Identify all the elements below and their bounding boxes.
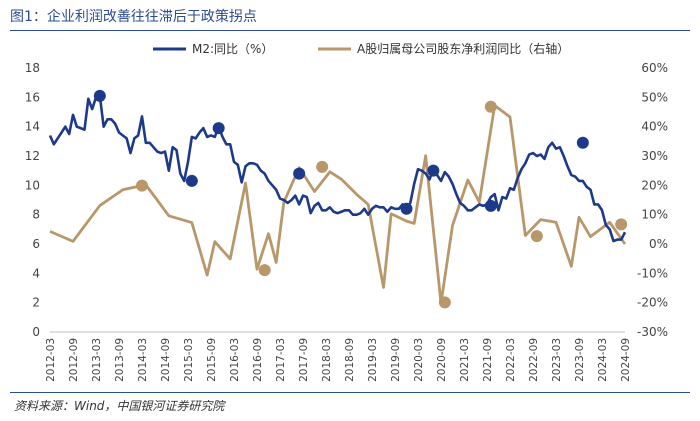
x-axis-tick-label: 2019-03 [367,338,379,382]
marker-point-m2 [400,202,413,215]
right-axis-tick-label: 20% [641,178,668,192]
left-axis-tick-label: 4 [32,266,40,280]
marker-point-m2 [484,199,497,212]
right-axis-tick-label: 30% [641,149,668,163]
marker-point-m2 [427,164,440,177]
marker-point-profit [530,230,543,243]
right-axis-tick-label: 10% [641,208,668,222]
chart-title: 图1：企业利润改善往往滞后于政策拐点 [10,9,257,25]
x-axis-tick-label: 2022-03 [505,338,517,382]
marker-point-m2 [293,167,306,180]
left-axis-tick-label: 18 [25,61,40,75]
x-axis-tick-label: 2023-03 [551,338,563,382]
left-axis-tick-label: 2 [32,296,40,310]
x-axis-tick-label: 2012-03 [45,338,57,382]
right-axis-tick-label: 0% [649,237,668,251]
x-axis-tick-label: 2023-09 [574,338,586,382]
left-axis-tick-label: 12 [25,149,40,163]
right-axis-tick-label: -30% [637,325,668,339]
left-axis-tick-label: 8 [32,208,40,222]
right-axis-tick-label: -10% [637,266,668,280]
marker-point-m2 [185,174,198,187]
legend-label-m2: M2:同比（%） [192,42,273,56]
right-axis-tick-label: -20% [637,296,668,310]
x-axis-tick-label: 2013-03 [91,338,103,382]
marker-point-profit [484,100,497,113]
left-axis-tick-label: 16 [25,90,40,104]
marker-point-m2 [212,122,225,135]
marker-point-profit [258,264,271,277]
x-axis-tick-label: 2021-03 [459,338,471,382]
marker-point-profit [316,160,329,173]
right-axis-tick-label: 50% [641,90,668,104]
x-axis-tick-label: 2015-09 [206,338,218,382]
marker-point-profit [136,179,148,192]
x-axis-tick-label: 2020-03 [413,338,425,382]
x-axis-tick-label: 2014-09 [160,338,172,382]
x-axis-tick-label: 2017-03 [275,338,287,382]
x-axis-tick-label: 2015-03 [183,338,195,382]
left-axis-tick-label: 6 [32,237,40,251]
x-axis-tick-label: 2013-09 [114,338,126,382]
title-divider [10,30,690,31]
x-axis-tick-label: 2016-03 [229,338,241,382]
right-axis-tick-label: 40% [641,120,668,134]
left-axis-tick-label: 0 [32,325,40,339]
x-axis-tick-label: 2016-09 [252,338,264,382]
legend: M2:同比（%） A股归属母公司股东净利润同比（右轴） [153,41,569,56]
x-axis-tick-label: 2022-09 [528,338,540,382]
right-axis-tick-label: 60% [641,61,668,75]
marker-point-profit [438,296,451,309]
x-axis-tick-label: 2021-09 [482,338,494,382]
source-note: 资料来源：Wind，中国银河证券研究院 [14,399,225,413]
marker-point-profit [615,218,628,231]
x-axis-tick-label: 2019-09 [390,338,402,382]
series-line-profit [49,104,627,305]
x-axis-tick-label: 2017-09 [298,338,310,382]
x-axis-tick-label: 2018-03 [321,338,333,382]
x-axis-tick-label: 2018-09 [344,338,356,382]
x-axis-tick-label: 2024-03 [597,338,609,382]
axes-layer: 0 2 4 6 8 10 12 14 16 18 -30% -20% -10% 0% 10% 20% 30% 40… [25,61,668,382]
legend-label-profit: A股归属母公司股东净利润同比（右轴） [357,41,569,56]
series-line-m2 [48,94,627,243]
x-axis-tick-label: 2012-09 [68,338,80,382]
left-axis-tick-label: 14 [25,120,40,134]
x-axis-tick-label: 2020-09 [436,338,448,382]
x-axis-tick-label: 2024-09 [620,338,632,382]
source-divider [10,392,690,393]
marker-point-m2 [576,136,589,149]
left-axis-tick-label: 10 [25,178,40,192]
marker-point-m2 [93,89,106,102]
x-axis-tick-label: 2014-03 [137,338,149,382]
plot-layer [48,89,628,309]
